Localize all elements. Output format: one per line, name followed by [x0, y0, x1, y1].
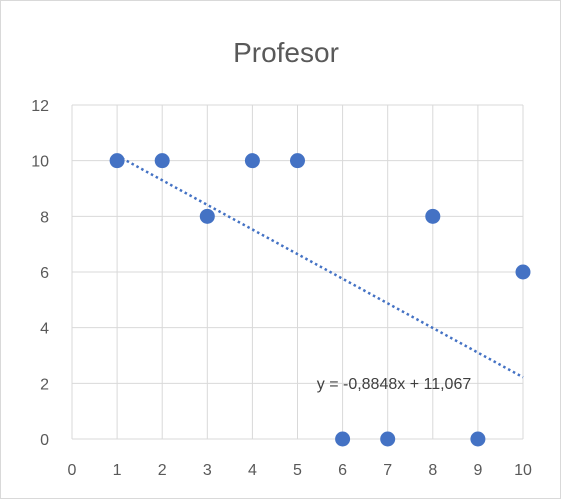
trendline-layer [116, 154, 524, 379]
data-point [290, 153, 305, 169]
x-tick-label: 2 [158, 462, 167, 479]
y-tick-label: 10 [31, 154, 49, 171]
data-point [425, 208, 441, 224]
data-points [109, 153, 531, 447]
y-tick-label: 12 [31, 98, 49, 115]
y-tick-label: 6 [40, 265, 49, 282]
x-tick-label: 10 [514, 462, 532, 479]
y-tick-label: 8 [40, 209, 49, 226]
x-axis-ticks: 0 1 2 3 4 5 6 7 8 9 10 [68, 462, 532, 479]
x-tick-label: 4 [248, 462, 257, 479]
data-point [335, 431, 351, 447]
x-tick-label: 3 [203, 462, 212, 479]
trendline [116, 154, 524, 379]
chart-title: Profesor [233, 37, 339, 68]
data-point [154, 153, 170, 169]
y-axis-ticks: 0 2 4 6 8 10 12 [31, 98, 49, 449]
x-tick-label: 9 [473, 462, 482, 479]
x-tick-label: 1 [113, 462, 122, 479]
x-tick-label: 7 [383, 462, 392, 479]
y-tick-label: 0 [40, 432, 49, 449]
trendline-equation: y = -0,8848x + 11,067 [317, 376, 472, 393]
data-point [380, 431, 396, 447]
y-tick-label: 2 [40, 376, 49, 393]
x-tick-label: 0 [68, 462, 77, 479]
y-tick-label: 4 [40, 321, 49, 338]
data-point [244, 153, 260, 169]
x-tick-label: 8 [428, 462, 437, 479]
data-point [199, 208, 215, 224]
data-point [470, 431, 486, 447]
x-tick-label: 6 [338, 462, 347, 479]
data-point [515, 264, 531, 280]
data-point [109, 153, 125, 169]
x-tick-label: 5 [293, 462, 302, 479]
